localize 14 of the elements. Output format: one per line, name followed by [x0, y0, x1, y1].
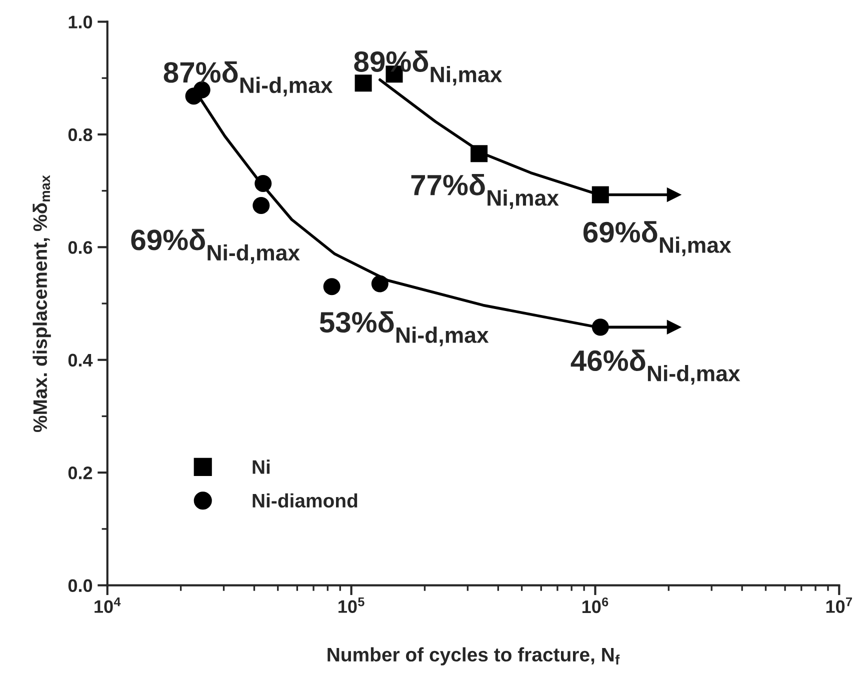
legend-label: Ni-diamond — [252, 493, 358, 508]
x-tick-label: 10$^{7}$ — [826, 597, 852, 613]
y-tick-label: 0.2 — [68, 466, 92, 480]
y-axis-title: %Max. displacement, %δ$_{max}$ — [32, 175, 51, 432]
x-tick-label: 10$^{6}$ — [582, 597, 608, 614]
y-tick-label: 1.0 — [68, 16, 92, 28]
y-tick-label: 0.6 — [68, 241, 92, 254]
y-tick-label: 0.8 — [68, 128, 92, 142]
y-tick-label: 0.4 — [68, 354, 93, 367]
x-tick-label: 10$^{5}$ — [338, 597, 364, 613]
y-tick-label: 0.0 — [68, 579, 92, 592]
x-tick-label: 10$^{4}$ — [94, 597, 121, 613]
x-axis-title: Number of cycles to fracture, N$_{f}$ — [328, 647, 620, 666]
legend-label: Ni — [252, 460, 270, 474]
